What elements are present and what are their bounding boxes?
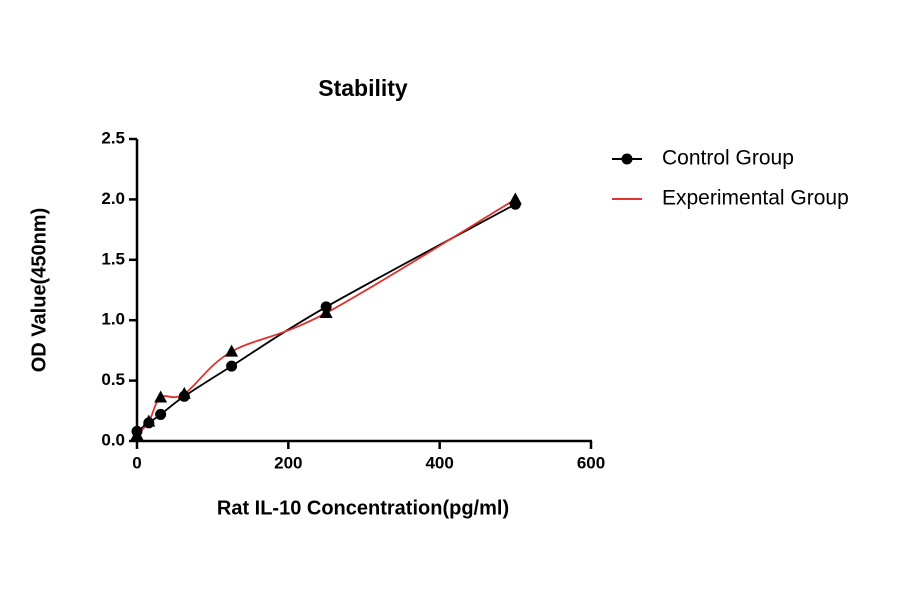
legend-label: Control Group [662, 147, 794, 170]
legend-marker [621, 153, 633, 165]
data-point [142, 414, 156, 427]
data-point [154, 390, 168, 403]
chart-title: Stability [318, 75, 408, 101]
y-tick-label: 2.5 [101, 128, 125, 147]
y-tick-label: 2.0 [101, 189, 125, 208]
x-tick-label: 0 [132, 453, 141, 472]
data-point [177, 386, 191, 399]
y-tick-label: 1.5 [101, 249, 125, 268]
x-tick-label: 600 [577, 453, 605, 472]
legend-label: Experimental Group [662, 187, 849, 210]
data-point [225, 344, 239, 357]
data-point [155, 408, 167, 420]
data-point [508, 192, 522, 205]
y-axis-label: OD Value(450nm) [28, 208, 50, 373]
data-point [130, 427, 144, 440]
x-tick-label: 200 [274, 453, 302, 472]
x-axis-label: Rat IL-10 Concentration(pg/ml) [217, 497, 509, 519]
y-tick-label: 0.5 [101, 370, 125, 389]
x-tick-label: 400 [425, 453, 453, 472]
data-point [319, 305, 333, 318]
y-tick-label: 1.0 [101, 310, 125, 329]
y-tick-label: 0.0 [101, 430, 125, 449]
data-point [226, 360, 238, 372]
